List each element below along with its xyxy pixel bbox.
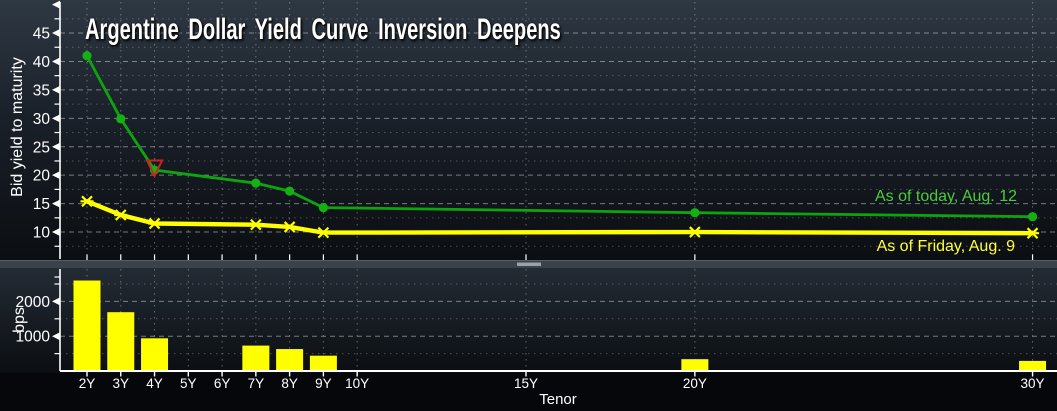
bar-9Y — [309, 355, 337, 371]
x-axis-label: Tenor — [539, 391, 577, 408]
bar-4Y — [141, 338, 169, 371]
upper-y-top-tick-arrow-icon — [52, 0, 60, 9]
upper-y-tick-label: 30 — [33, 111, 51, 128]
upper-y-tick-arrow-icon — [52, 199, 60, 208]
marker-x-friday — [249, 218, 263, 231]
lower-panel-background — [0, 268, 1057, 373]
x-tick-label-3Y: 3Y — [113, 376, 130, 391]
x-tick-label-20Y: 20Y — [683, 376, 707, 391]
legend-series-today: As of today, Aug. 12 — [874, 188, 1017, 205]
marker-x-friday — [148, 217, 162, 230]
upper-y-tick-arrow-icon — [52, 228, 60, 237]
upper-panel-background — [0, 0, 1057, 260]
marker-dot-today — [285, 186, 295, 196]
bar-30Y — [1019, 360, 1047, 371]
marker-dot-today — [116, 114, 126, 124]
series-line-today — [85, 54, 1034, 219]
upper-y-tick-label: 20 — [33, 168, 51, 185]
bar-3Y — [107, 312, 135, 371]
upper-y-tick-arrow-icon — [52, 57, 60, 66]
lower-y-tick-label: 2000 — [16, 294, 51, 311]
marker-x-friday — [688, 226, 702, 238]
panel-divider-grip[interactable] — [517, 262, 541, 267]
upper-y-tick-arrow-icon — [52, 85, 60, 94]
x-tick-label-4Y: 4Y — [146, 376, 163, 391]
series-line-friday — [84, 199, 1035, 236]
marker-dot-today — [318, 202, 328, 213]
lower-y-tick-label: 1000 — [16, 329, 51, 346]
x-tick-label-30Y: 30Y — [1021, 376, 1045, 391]
upper-y-tick-arrow-icon — [52, 29, 60, 38]
marker-x-friday — [114, 209, 128, 221]
y-axis-label-bottom: bps — [11, 307, 28, 333]
upper-y-tick-label: 25 — [33, 139, 50, 156]
x-tick-label-2Y: 2Y — [79, 376, 96, 391]
upper-y-tick-arrow-icon — [52, 171, 60, 180]
x-tick-label-5Y: 5Y — [180, 376, 197, 391]
chart-title: Argentine Dollar Yield Curve Inversion D… — [85, 13, 561, 46]
lower-y-tick-arrow-icon — [52, 297, 60, 306]
marker-dot-today — [251, 178, 261, 188]
upper-y-tick-label: 45 — [33, 26, 50, 43]
marker-dot-today — [690, 208, 700, 218]
lower-y-tick-arrow-icon — [52, 332, 60, 341]
upper-y-tick-label: 35 — [33, 82, 50, 99]
marker-x-friday — [316, 226, 330, 239]
marker-x-friday — [1026, 227, 1040, 239]
upper-y-tick-label: 15 — [33, 196, 50, 213]
upper-y-tick-label: 10 — [33, 225, 51, 242]
x-tick-label-8Y: 8Y — [281, 376, 298, 391]
bar-7Y — [242, 345, 270, 371]
x-tick-label-15Y: 15Y — [514, 376, 538, 391]
upper-y-tick-label: 40 — [33, 54, 51, 71]
annotation-triangle-icon — [145, 159, 164, 179]
marker-x-friday — [283, 221, 297, 233]
bar-20Y — [681, 359, 709, 371]
x-tick-label-6Y: 6Y — [214, 376, 231, 391]
x-tick-label-10Y: 10Y — [345, 376, 369, 391]
y-axis-label-top: Bid yield to maturity — [9, 57, 26, 197]
x-tick-label-7Y: 7Y — [248, 376, 265, 391]
bar-2Y — [73, 280, 101, 371]
upper-y-tick-arrow-icon — [52, 114, 60, 123]
marker-dot-today — [1027, 212, 1038, 222]
x-tick-label-9Y: 9Y — [315, 376, 332, 391]
legend-series-friday: As of Friday, Aug. 9 — [876, 238, 1015, 255]
upper-y-tick-arrow-icon — [52, 142, 60, 151]
marker-dot-today — [82, 51, 92, 61]
bar-8Y — [276, 349, 304, 371]
marker-x-friday — [80, 195, 94, 208]
